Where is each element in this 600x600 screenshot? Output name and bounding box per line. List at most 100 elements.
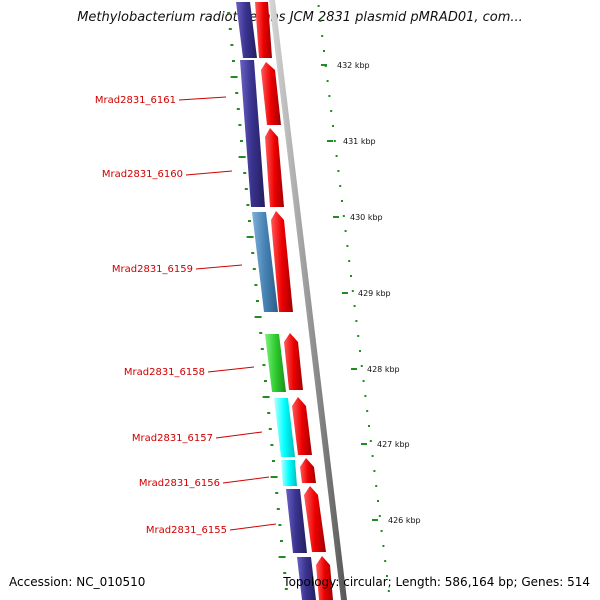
scale-dot xyxy=(351,290,354,292)
gene-arrow-track xyxy=(255,2,333,600)
scale-dot xyxy=(337,170,340,172)
gene-arrow xyxy=(300,458,316,483)
scale-dot xyxy=(348,260,351,262)
scale-dot xyxy=(317,5,320,7)
scale-dot xyxy=(319,20,322,22)
gene-arrow xyxy=(304,486,326,552)
gene-label[interactable]: Mrad2831_6155 xyxy=(146,525,227,536)
leader-line xyxy=(215,431,263,439)
inner-tick xyxy=(230,76,238,78)
leader-line xyxy=(222,476,270,484)
inner-tick xyxy=(262,396,270,398)
scale-dot xyxy=(378,515,381,517)
inner-tick xyxy=(254,316,262,318)
inner-tick xyxy=(232,60,235,62)
gene-arrow xyxy=(265,128,284,207)
inner-tick xyxy=(236,108,240,110)
inner-tick xyxy=(268,428,272,430)
scale-dot xyxy=(350,275,352,277)
inner-tick xyxy=(272,460,275,462)
gene-arrow xyxy=(316,556,333,600)
scale-dot xyxy=(384,560,387,562)
scale-dot xyxy=(332,125,334,127)
scale-dot xyxy=(344,230,347,232)
inner-tick xyxy=(278,524,282,526)
scale-dot xyxy=(362,380,365,382)
leader-line xyxy=(195,264,243,270)
inner-tick xyxy=(246,236,254,238)
inner-tick xyxy=(243,172,247,174)
scale-track xyxy=(317,5,390,592)
inner-tick xyxy=(254,284,258,286)
inner-tick xyxy=(260,348,264,350)
inner-tick xyxy=(275,492,279,494)
inner-tick xyxy=(270,444,274,446)
scale-dot xyxy=(333,140,336,142)
inner-tick xyxy=(280,540,283,542)
tick-label: 431 kbp xyxy=(343,137,376,146)
scale-dot xyxy=(342,215,345,217)
leader-line xyxy=(229,523,277,531)
scale-dot xyxy=(353,305,356,307)
inner-tick xyxy=(259,332,263,334)
inner-tick xyxy=(252,268,256,270)
inner-tick xyxy=(230,44,234,46)
inner-tick xyxy=(270,476,278,478)
scale-dot xyxy=(380,530,383,532)
inner-tick xyxy=(256,300,259,302)
inner-tick xyxy=(240,140,243,142)
inner-tick xyxy=(284,588,288,590)
scale-dot xyxy=(377,500,379,502)
gene-label[interactable]: Mrad2831_6158 xyxy=(124,367,205,378)
inner-tick-track xyxy=(227,12,288,590)
scale-dot xyxy=(346,245,349,247)
gene-label[interactable]: Mrad2831_6160 xyxy=(102,169,183,180)
scale-dot xyxy=(328,95,331,97)
leader-line xyxy=(207,366,255,373)
cog-bar xyxy=(281,460,297,486)
gene-label[interactable]: Mrad2831_6157 xyxy=(132,433,213,444)
scale-dot xyxy=(359,350,361,352)
scale-dot xyxy=(335,155,338,157)
gene-label[interactable]: Mrad2831_6161 xyxy=(95,95,176,106)
scale-dot xyxy=(360,365,363,367)
inner-tick xyxy=(276,508,280,510)
scale-dot xyxy=(364,395,367,397)
topology-text: Topology: circular; Length: 586,164 bp; … xyxy=(283,575,590,589)
cog-bar xyxy=(297,557,316,600)
scale-dot xyxy=(369,440,372,442)
gene-label[interactable]: Mrad2831_6156 xyxy=(139,478,220,489)
cog-track xyxy=(236,2,316,600)
scale-dot xyxy=(387,590,390,592)
scale-dot xyxy=(339,185,342,187)
gene-arrow xyxy=(261,62,281,125)
inner-tick xyxy=(238,156,246,158)
scale-dot xyxy=(375,485,378,487)
kbp-ticks: 432 kbp 431 kbp 430 kbp 429 kbp 428 kbp … xyxy=(321,61,421,525)
tick-label: 432 kbp xyxy=(337,61,370,70)
leader-line xyxy=(178,96,227,101)
cog-bar xyxy=(265,334,286,392)
scale-dot xyxy=(321,35,324,37)
map-title: Methylobacterium radiotolerans JCM 2831 … xyxy=(77,10,523,25)
gene-arrow xyxy=(284,333,303,390)
scale-dot xyxy=(357,335,360,337)
inner-tick xyxy=(283,572,287,574)
scale-dot xyxy=(330,110,333,112)
scale-dot xyxy=(371,455,374,457)
inner-tick xyxy=(244,188,248,190)
tick-label: 430 kbp xyxy=(350,213,383,222)
inner-tick xyxy=(227,12,231,14)
tick-label: 426 kbp xyxy=(388,516,421,525)
inner-tick xyxy=(238,124,242,126)
gene-arrow xyxy=(292,397,312,455)
cog-bar xyxy=(240,60,265,207)
inner-tick xyxy=(235,92,239,94)
gene-label[interactable]: Mrad2831_6159 xyxy=(112,264,193,275)
tick-label: 427 kbp xyxy=(377,440,410,449)
cog-bar xyxy=(236,2,257,58)
scale-dot xyxy=(326,80,329,82)
inner-tick xyxy=(246,204,250,206)
